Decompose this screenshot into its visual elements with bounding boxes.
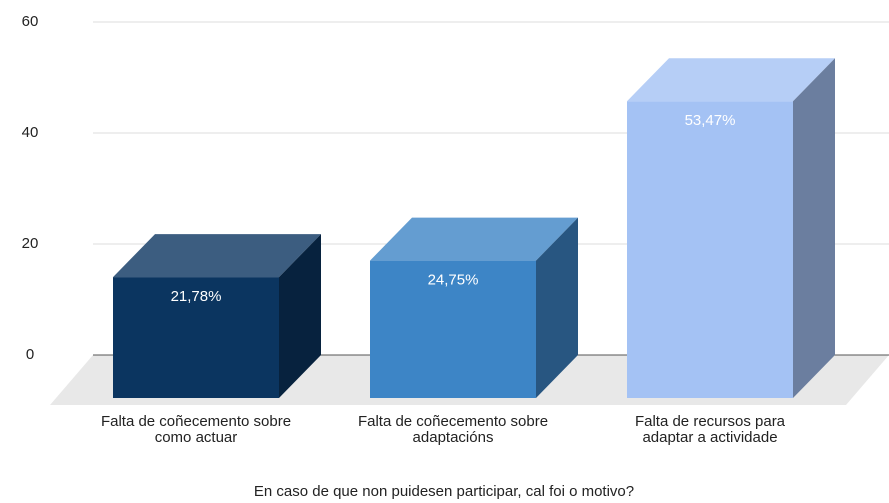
x-tick-label: Falta de recursos para adaptar a activid… xyxy=(634,413,786,446)
bar-side xyxy=(793,58,835,398)
data-label: 24,75% xyxy=(428,272,479,289)
data-label: 21,78% xyxy=(171,288,222,305)
bar-side xyxy=(279,234,321,398)
bar-front xyxy=(627,101,793,398)
x-tick-label: Falta de coñecemento sobre como actuar xyxy=(100,413,292,446)
bar-front xyxy=(370,260,536,398)
data-label: 53,47% xyxy=(685,112,736,129)
bar-top xyxy=(113,234,321,278)
y-tick-label: 60 xyxy=(22,13,39,30)
x-tick-label: Falta de coñecemento sobre adaptacións xyxy=(357,413,549,446)
bar-front xyxy=(113,277,279,398)
bar-side xyxy=(536,217,578,398)
bar xyxy=(370,217,578,398)
y-tick-label: 40 xyxy=(22,124,39,141)
x-axis-title: En caso de que non puidesen participar, … xyxy=(254,483,634,500)
y-tick-label: 0 xyxy=(26,346,34,363)
bar xyxy=(113,234,321,398)
bar-top xyxy=(627,58,835,102)
bar xyxy=(627,58,835,398)
bar-top xyxy=(370,217,578,261)
y-tick-label: 20 xyxy=(22,235,39,252)
